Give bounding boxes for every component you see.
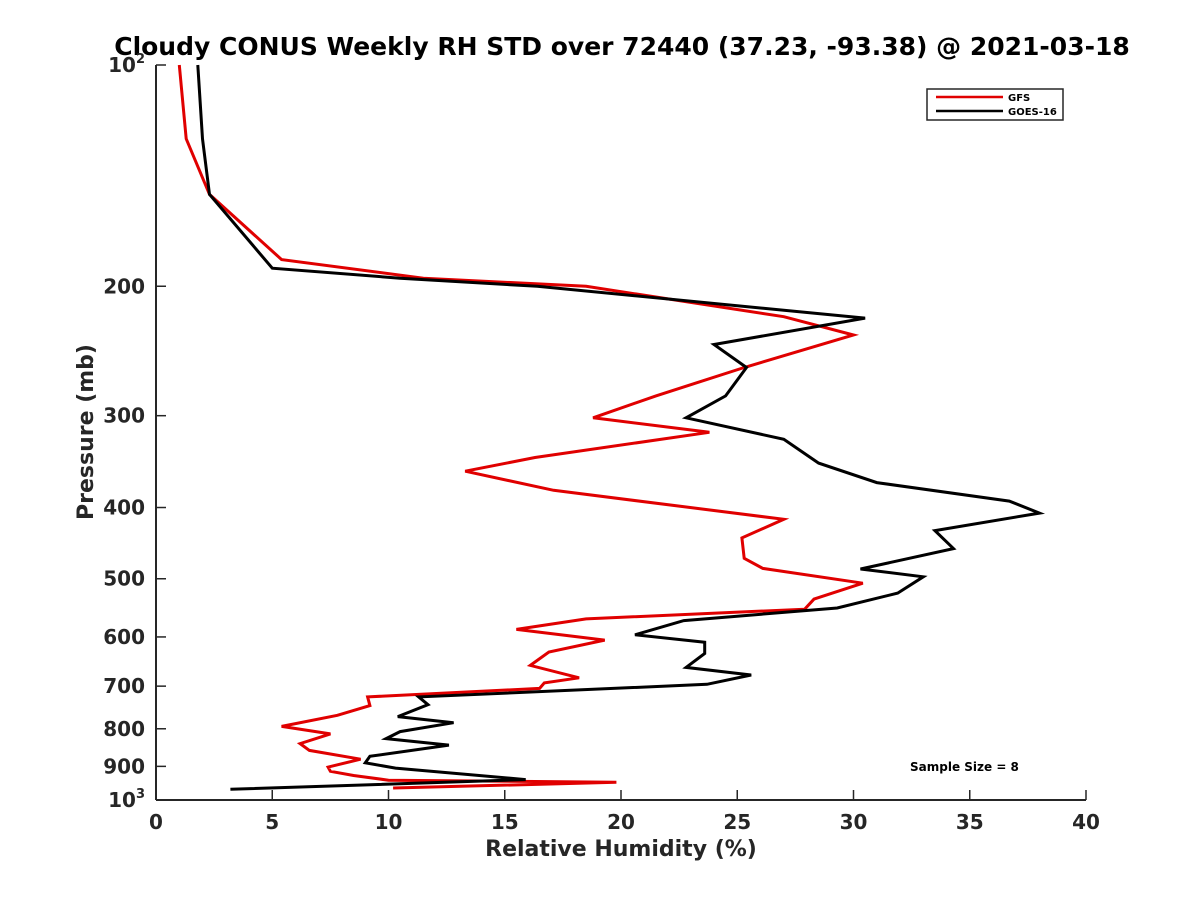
x-tick-label: 10 — [375, 810, 403, 834]
x-tick-label: 30 — [840, 810, 868, 834]
series-line-gfs — [177, 64, 864, 790]
legend: GFS GOES-16 — [926, 88, 1064, 121]
y-tick-label: 200 — [103, 274, 145, 298]
x-tick-label: 0 — [149, 810, 163, 834]
y-tick-label: 400 — [103, 496, 145, 520]
x-tick-label: 20 — [607, 810, 635, 834]
y-tick-label: 700 — [103, 674, 145, 698]
x-tick-label: 5 — [265, 810, 279, 834]
legend-box — [926, 88, 1064, 121]
y-tick-label: 800 — [103, 717, 145, 741]
y-tick-label: 103 — [108, 787, 145, 812]
y-axis-label: Pressure (mb) — [74, 344, 99, 520]
y-tick-label: 300 — [103, 404, 145, 428]
x-tick-label: 35 — [956, 810, 984, 834]
y-tick-label: 102 — [108, 52, 145, 77]
x-tick-label: 15 — [491, 810, 519, 834]
y-tick-label: 500 — [103, 567, 145, 591]
x-axis-ticks: 0 5 10 15 20 25 30 35 40 — [149, 790, 1100, 834]
x-tick-label: 25 — [723, 810, 751, 834]
x-tick-label: 40 — [1072, 810, 1100, 834]
y-tick-label: 600 — [103, 625, 145, 649]
legend-label-goes16: GOES-16 — [1008, 107, 1057, 118]
y-axis-ticks: 102 200 300 400 500 600 700 800 900 103 — [103, 52, 166, 812]
sample-size-annotation: Sample Size = 8 — [910, 760, 1019, 774]
legend-label-gfs: GFS — [1008, 93, 1030, 104]
y-tick-label: 900 — [103, 754, 145, 778]
x-axis-label: Relative Humidity (%) — [485, 837, 757, 862]
series-line-goes16 — [196, 64, 1046, 791]
series-group — [177, 64, 1046, 791]
chart-title: Cloudy CONUS Weekly RH STD over 72440 (3… — [114, 32, 1130, 61]
